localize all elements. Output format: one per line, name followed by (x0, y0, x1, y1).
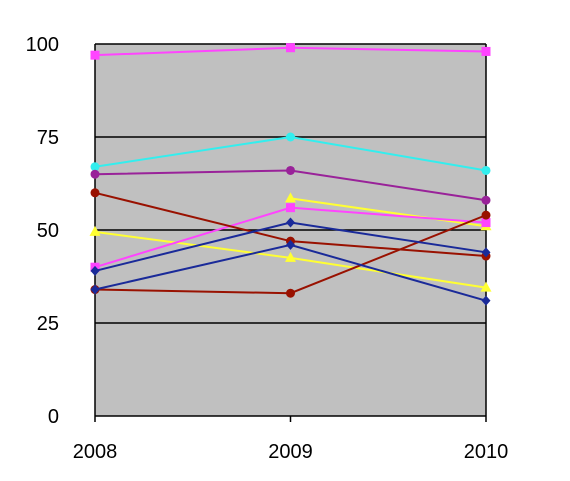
data-point (89, 225, 101, 236)
data-point (480, 281, 492, 292)
data-point (286, 43, 295, 53)
x-tick-label: 2009 (268, 441, 313, 463)
series-3 (90, 165, 491, 205)
data-point (90, 265, 100, 276)
data-point (481, 210, 491, 220)
data-point (90, 162, 100, 172)
data-point (481, 295, 491, 306)
series-9 (90, 217, 491, 276)
data-point (481, 195, 491, 205)
y-tick-label: 50 (37, 220, 59, 242)
x-tick-label: 2010 (464, 441, 509, 463)
data-point (481, 247, 491, 258)
data-point (90, 284, 100, 295)
x-tick-label: 2008 (73, 441, 118, 463)
data-point (286, 239, 295, 250)
data-point (286, 132, 295, 142)
y-tick-label: 75 (37, 127, 59, 149)
data-point (481, 218, 491, 228)
series-4 (89, 225, 492, 292)
data-point (90, 169, 100, 179)
data-point (90, 50, 100, 60)
data-point (285, 251, 296, 262)
y-tick-label: 0 (48, 406, 59, 428)
data-point (481, 165, 491, 175)
series-line (290, 197, 487, 228)
x-tick-labels: 2008 2009 2010 (73, 416, 509, 463)
series-1 (90, 43, 491, 60)
data-point (481, 46, 491, 56)
series-10 (90, 239, 491, 306)
y-tick-labels: 0 25 50 75 100 (26, 34, 59, 428)
data-point (286, 217, 295, 228)
y-tick-label: 100 (26, 34, 59, 56)
data-point (286, 288, 295, 298)
data-point (285, 192, 296, 203)
data-point (286, 203, 295, 213)
series-2 (90, 132, 491, 175)
y-tick-label: 25 (37, 313, 59, 335)
data-point (286, 165, 295, 175)
data-point (90, 188, 100, 198)
series-group (89, 43, 492, 306)
